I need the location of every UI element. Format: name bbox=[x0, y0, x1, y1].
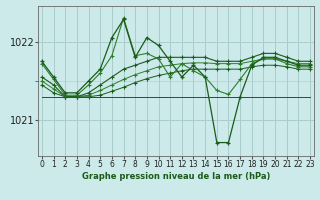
X-axis label: Graphe pression niveau de la mer (hPa): Graphe pression niveau de la mer (hPa) bbox=[82, 172, 270, 181]
